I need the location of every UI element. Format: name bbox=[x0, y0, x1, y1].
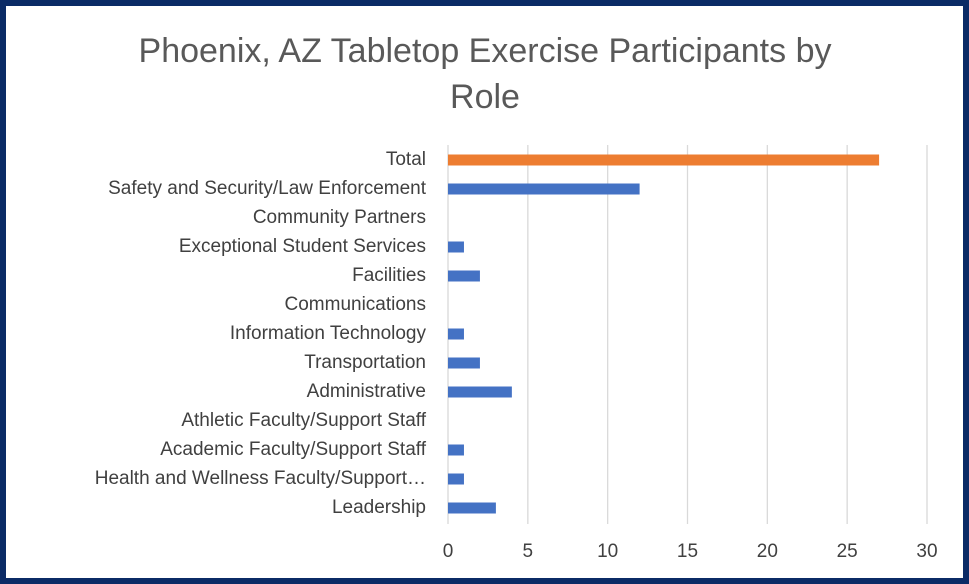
y-tick-label: Total bbox=[386, 149, 426, 170]
bar bbox=[448, 154, 880, 166]
y-tick-label: Health and Wellness Faculty/Support… bbox=[95, 468, 426, 489]
y-tick-label: Communications bbox=[285, 294, 427, 315]
y-tick-label: Transportation bbox=[304, 352, 426, 373]
y-tick-label: Information Technology bbox=[230, 323, 427, 344]
bar bbox=[448, 357, 480, 369]
bar bbox=[448, 386, 512, 398]
y-tick-label: Exceptional Student Services bbox=[179, 236, 426, 257]
y-tick-label: Academic Faculty/Support Staff bbox=[160, 439, 426, 460]
y-tick-label: Community Partners bbox=[253, 207, 426, 228]
chart-title: Phoenix, AZ Tabletop Exercise Participan… bbox=[138, 32, 832, 116]
bar bbox=[448, 328, 464, 340]
bar bbox=[448, 444, 464, 456]
y-tick-label: Leadership bbox=[332, 497, 426, 518]
y-tick-label: Administrative bbox=[307, 381, 426, 402]
x-tick-label: 5 bbox=[523, 541, 534, 562]
x-tick-label: 20 bbox=[757, 541, 778, 562]
x-tick-label: 10 bbox=[597, 541, 618, 562]
y-tick-label: Athletic Faculty/Support Staff bbox=[181, 410, 426, 431]
bar bbox=[448, 183, 640, 195]
x-tick-label: 15 bbox=[677, 541, 698, 562]
y-tick-label: Facilities bbox=[352, 265, 426, 286]
bar bbox=[448, 473, 464, 485]
bar bbox=[448, 502, 496, 514]
x-tick-label: 25 bbox=[837, 541, 858, 562]
bar bbox=[448, 241, 464, 253]
x-tick-label: 0 bbox=[443, 541, 454, 562]
x-tick-label: 30 bbox=[916, 541, 937, 562]
y-tick-label: Safety and Security/Law Enforcement bbox=[108, 178, 427, 199]
bar bbox=[448, 270, 480, 282]
